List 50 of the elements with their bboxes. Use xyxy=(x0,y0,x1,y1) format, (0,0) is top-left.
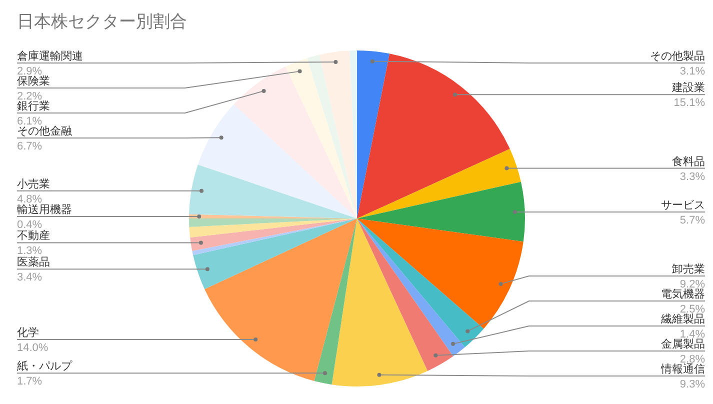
pie-slice xyxy=(198,104,357,218)
slice-label: 銀行業 xyxy=(17,100,50,112)
slice-label: 医薬品 xyxy=(17,256,50,269)
data-label: 9.3% xyxy=(680,378,706,390)
pie-slice xyxy=(357,218,465,356)
data-label: 6.1% xyxy=(17,116,42,128)
slice-label: 倉庫運輸関連 xyxy=(17,50,83,62)
pie-slice xyxy=(357,218,524,329)
slice-label: 卸売業 xyxy=(672,262,705,276)
pie-slice xyxy=(357,218,484,348)
data-label: 3.4% xyxy=(17,272,42,284)
data-label: 14.0% xyxy=(17,342,48,354)
pie-slice xyxy=(193,218,357,290)
slice-label: その他金融 xyxy=(17,126,72,138)
pie-slice xyxy=(357,218,454,371)
data-label: 6.7% xyxy=(17,140,42,152)
data-label: 5.7% xyxy=(680,214,706,227)
data-label: 3.1% xyxy=(680,66,706,78)
slice-label: 輸送用機器 xyxy=(17,204,72,216)
slice-label: 電気機器 xyxy=(661,288,705,300)
pie-slice xyxy=(357,54,510,218)
slice-label: 不動産 xyxy=(17,229,50,242)
slice-label: 化学 xyxy=(17,327,39,340)
pie-slice xyxy=(332,218,428,386)
data-label: 2.2% xyxy=(17,90,42,102)
pie-slice xyxy=(204,218,357,381)
slice-label: 保険業 xyxy=(17,76,50,88)
slice-label: 建設業 xyxy=(671,81,705,94)
slice-label: 紙・パルプ xyxy=(17,360,73,373)
slice-label: 情報通信 xyxy=(660,362,705,376)
pie-slice xyxy=(357,148,521,218)
pie-slice xyxy=(314,218,357,385)
slice-label: 食料品 xyxy=(672,154,705,168)
pie-slice xyxy=(189,218,357,238)
slice-label: サービス xyxy=(661,200,705,212)
data-label: 1.7% xyxy=(17,376,42,388)
data-label: 15.1% xyxy=(674,97,706,110)
data-label: 4.8% xyxy=(17,193,42,206)
pie-slice xyxy=(189,164,357,218)
slice-label: 小売業 xyxy=(17,177,50,190)
slice-label: 金属製品 xyxy=(661,338,705,350)
pie-slice xyxy=(357,182,525,242)
pie-slice xyxy=(307,54,357,218)
pie-slice xyxy=(357,50,390,218)
chart-title: 日本株セクター別割合 xyxy=(17,12,187,31)
data-label: 0.4% xyxy=(17,219,42,232)
slice-label: 繊維製品 xyxy=(660,312,705,326)
data-label: 3.3% xyxy=(680,170,706,183)
data-label: 1.3% xyxy=(17,245,42,258)
slice-label: その他製品 xyxy=(650,50,705,62)
